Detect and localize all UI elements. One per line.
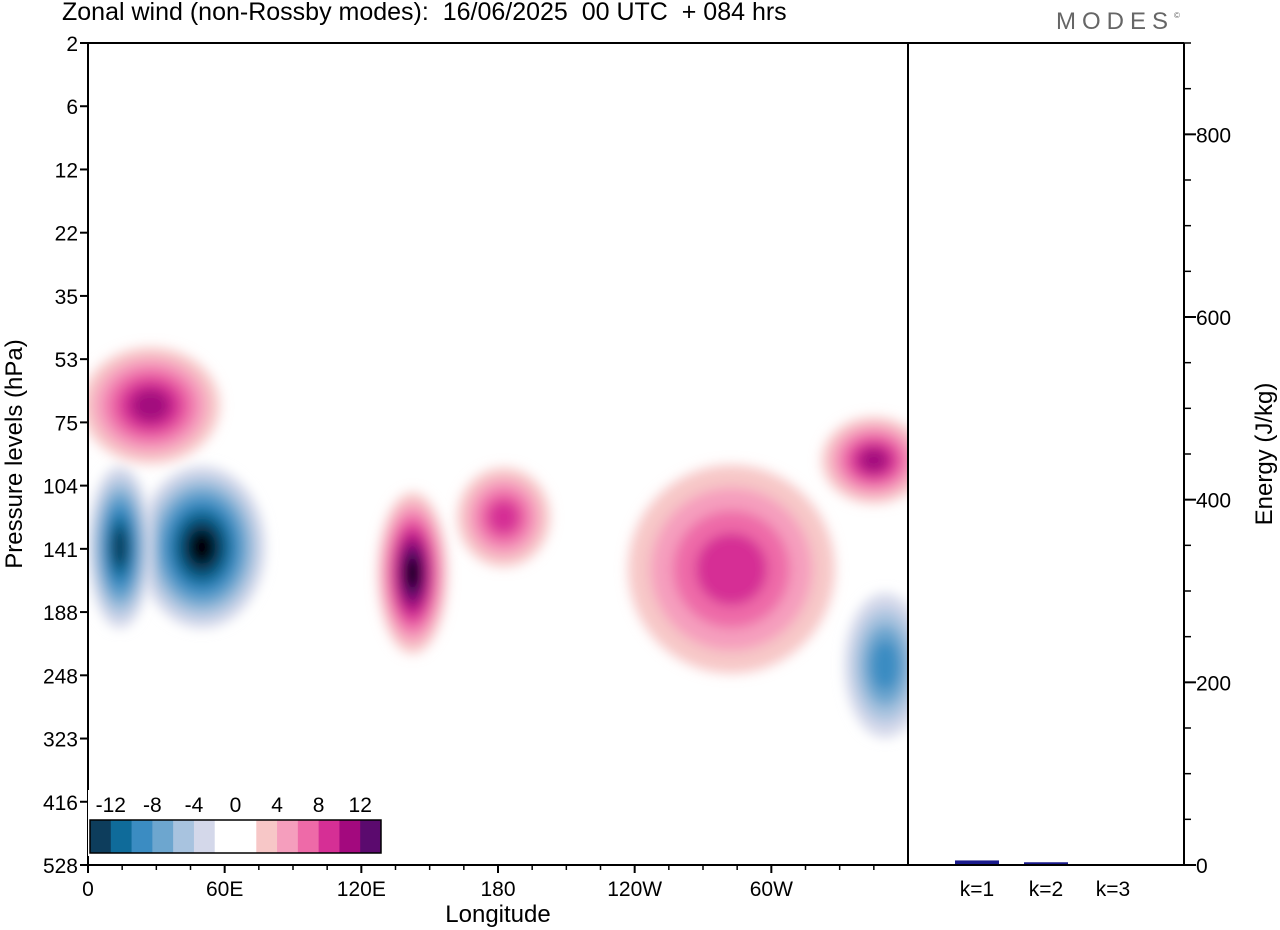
colorbar-frame: [89, 819, 382, 854]
pressure-axis: 2 6 12 22 35 53 75 104 141 188 248 323 416 528: [43, 33, 88, 878]
colorbar-swatch: [256, 820, 278, 853]
contour-band: [858, 447, 889, 473]
contour-band: [487, 499, 520, 535]
colorbar-swatch: [90, 820, 112, 853]
colorbar-label: 12: [349, 794, 372, 817]
colorbar: -12 -8 -4 0 4 8 12: [88, 790, 383, 856]
y-tick-label: 323: [43, 729, 78, 752]
colorbar-swatch: [131, 820, 153, 853]
colorbar-label: -12: [96, 794, 126, 817]
colorbar-swatch: [193, 820, 216, 853]
y-tick-label: 248: [43, 665, 78, 688]
wind-feature-positive: [377, 492, 448, 654]
colorbar-swatch: [339, 820, 361, 853]
colorbar-swatch: [214, 820, 236, 853]
colorbar-label: 8: [313, 794, 325, 817]
y-tick-label: 35: [55, 286, 78, 309]
heatmap-frame: [87, 42, 909, 866]
y-tick-label: 6: [66, 96, 78, 119]
chart-title: Zonal wind (non-Rossby modes): 16/06/202…: [62, 0, 787, 26]
contour-band: [188, 530, 216, 565]
wind-feature-negative: [138, 465, 266, 629]
colorbar-swatch: [277, 820, 299, 853]
heatmap-field: [88, 347, 908, 738]
y-tick-label: 104: [43, 476, 78, 499]
wind-feature-positive: [457, 467, 551, 567]
energy-tick-label: 0: [1196, 855, 1208, 878]
energy-bar: [1024, 862, 1068, 865]
colorbar-label: -8: [143, 794, 162, 817]
x-tick-label: 180: [480, 878, 515, 901]
y-tick-label: 75: [55, 412, 78, 435]
colorbar-swatch: [235, 820, 257, 853]
x-tick-label: 60E: [206, 878, 243, 901]
energy-tick-label: 200: [1196, 672, 1231, 695]
x-axis-label: Longitude: [445, 901, 550, 928]
energy-bar: [955, 860, 999, 865]
energy-category-label: k=3: [1096, 878, 1130, 901]
brand-logo: MODES©: [1056, 8, 1180, 36]
colorbar-swatch: [152, 820, 174, 853]
colorbar-swatch: [173, 820, 195, 853]
colorbar-swatch: [297, 820, 320, 853]
x-tick-label: 60W: [750, 878, 793, 901]
wind-feature-positive: [628, 464, 835, 674]
y-tick-label: 22: [55, 223, 78, 246]
brand-text: MODES: [1056, 8, 1175, 35]
wind-feature-negative: [88, 465, 152, 629]
energy-tick-label: 400: [1196, 490, 1231, 513]
wind-feature-positive: [88, 347, 220, 464]
y-tick-label: 416: [43, 792, 78, 815]
y-axis-label: Pressure levels (hPa): [1, 339, 28, 568]
energy-category-label: k=2: [1029, 878, 1063, 901]
contour-band: [130, 388, 171, 423]
wind-feature-negative: [844, 593, 908, 738]
colorbar-label: 4: [271, 794, 283, 817]
colorbar-swatch: [110, 820, 133, 853]
wind-feature-positive: [821, 416, 908, 504]
x-tick-label: 0: [82, 878, 94, 901]
colorbar-label: 0: [230, 794, 242, 817]
y-tick-label: 12: [55, 159, 78, 182]
colorbar-swatch: [318, 820, 340, 853]
y-tick-label: 2: [66, 33, 78, 56]
contour-band: [405, 556, 420, 591]
energy-tick-label: 600: [1196, 307, 1231, 330]
x-tick-label: 120E: [337, 878, 386, 901]
energy-category-label: k=1: [960, 878, 994, 901]
energy-tick-label: 800: [1196, 124, 1231, 147]
y-tick-label: 141: [43, 539, 78, 562]
energy-axis-label: Energy (J/kg): [1251, 383, 1278, 526]
colorbar-swatch: [360, 820, 382, 853]
contour-band: [871, 640, 900, 691]
longitude-axis: 0 60E 120E 180 120W 60W: [82, 865, 875, 901]
colorbar-label: -4: [185, 794, 204, 817]
contour-band: [695, 532, 768, 606]
brand-mark: ©: [1174, 11, 1180, 20]
energy-panel: 0 200 400 600 800 k=1 k=2 k=3: [955, 42, 1231, 901]
x-tick-label: 120W: [607, 878, 662, 901]
y-tick-label: 528: [43, 855, 78, 878]
contour-band: [112, 527, 128, 567]
y-tick-label: 53: [55, 349, 78, 372]
y-tick-label: 188: [43, 602, 78, 625]
